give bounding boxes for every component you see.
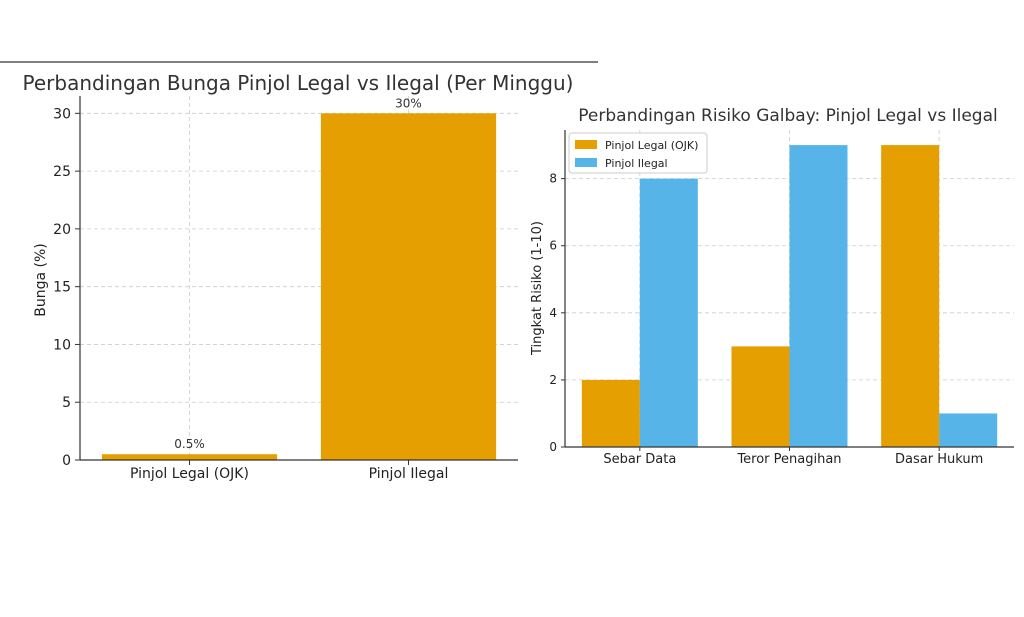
chart2-y-tick-label: 4: [549, 306, 557, 320]
chart2-bar-ilegal: [939, 413, 998, 447]
chart1-bar: [320, 113, 497, 460]
chart1-title: Perbandingan Bunga Pinjol Legal vs Ilega…: [23, 71, 574, 95]
chart1-y-ticks: 0 5 10 15 20 25 30: [53, 106, 80, 469]
chart2-legend-label: Pinjol Ilegal: [605, 157, 668, 170]
chart1-y-tick-label: 0: [62, 453, 71, 469]
chart2-bar-ilegal: [639, 178, 698, 448]
interest-chart: Perbandingan Bunga Pinjol Legal vs Ilega…: [23, 71, 574, 482]
chart2-x-tick-label: Dasar Hukum: [895, 452, 983, 467]
chart2-x-tick-label: Sebar Data: [603, 452, 676, 467]
chart2-legend-swatch-ilegal: [575, 158, 597, 167]
chart1-data-label: 0.5%: [174, 437, 205, 451]
chart2-ylabel: Tingkat Risiko (1-10): [530, 221, 545, 356]
chart1-y-tick-label: 30: [53, 106, 71, 122]
chart1-y-tick-label: 5: [62, 395, 71, 411]
chart1-x-ticks: Pinjol Legal (OJK) Pinjol Ilegal: [130, 460, 448, 482]
chart1-y-tick-label: 10: [53, 337, 71, 353]
chart1-x-tick-label: Pinjol Ilegal: [369, 466, 449, 482]
chart2-y-tick-label: 8: [549, 172, 557, 186]
chart2-title: Perbandingan Risiko Galbay: Pinjol Legal…: [578, 106, 997, 126]
chart2-legend-box: [568, 132, 708, 174]
chart1-bar: [101, 454, 278, 460]
chart2-y-tick-label: 0: [549, 440, 557, 454]
chart2-y-tick-label: 2: [549, 373, 557, 387]
chart2-bar-legal: [881, 145, 940, 447]
chart1-y-tick-label: 15: [53, 280, 71, 296]
chart1-y-tick-label: 20: [53, 222, 71, 238]
chart2-bar-ilegal: [789, 145, 848, 447]
chart2-legend-label: Pinjol Legal (OJK): [605, 139, 698, 152]
chart1-bars: [101, 113, 497, 460]
chart1-ylabel: Bunga (%): [33, 243, 49, 317]
chart2-bars: [581, 145, 998, 448]
chart2-y-ticks: 0 2 4 6 8: [549, 172, 565, 454]
chart2-x-tick-label: Teror Penagihan: [736, 452, 841, 467]
chart2-x-ticks: Sebar Data Teror Penagihan Dasar Hukum: [603, 447, 983, 467]
chart2-y-tick-label: 6: [549, 239, 557, 253]
chart1-x-tick-label: Pinjol Legal (OJK): [130, 466, 249, 482]
chart2-axes: [564, 130, 1014, 448]
chart2-bar-legal: [581, 379, 640, 447]
chart1-y-tick-label: 25: [53, 164, 71, 180]
risk-chart: Perbandingan Risiko Galbay: Pinjol Legal…: [530, 106, 1014, 467]
chart1-data-labels: 0.5% 30%: [174, 96, 422, 451]
chart2-legend: Pinjol Legal (OJK) Pinjol Ilegal: [568, 132, 708, 174]
chart1-axes: [79, 96, 518, 461]
chart2-legend-swatch-legal: [575, 140, 597, 149]
chart1-data-label: 30%: [395, 96, 422, 110]
chart2-bar-legal: [731, 346, 790, 447]
